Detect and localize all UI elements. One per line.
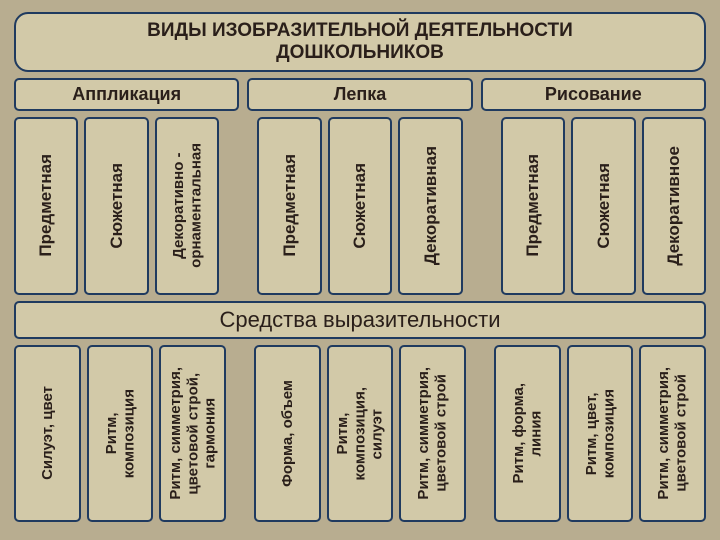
category-row: Аппликация Лепка Рисование [14,78,706,111]
subtype-label: Предметная [36,154,56,257]
subtype-label: Декоративная [421,146,441,265]
means-label: Ритм, композиция, силуэт [334,387,386,480]
subtype-label: Предметная [523,154,543,257]
means-lepka-3: Ритм, симметрия, цветовой строй [399,345,466,523]
means-label: Ритм, симметрия, цветовой строй [415,367,450,500]
subtype-label: Сюжетная [350,163,370,249]
group-gap [232,345,248,523]
means-ris-3: Ритм, симметрия, цветовой строй [639,345,706,523]
means-lepka-2: Ритм, композиция, силуэт [327,345,394,523]
means-label: Ритм, форма, линия [510,383,545,483]
means-lepka-1: Форма, объем [254,345,321,523]
subtype-label: Сюжетная [594,163,614,249]
subtype-ris-1: Предметная [501,117,565,295]
subtypes-row: Предметная Сюжетная Декоративно - орнаме… [14,117,706,295]
means-label: Форма, объем [279,380,296,487]
means-app-3: Ритм, симметрия, цветовой строй, гармони… [159,345,226,523]
subtype-lepka-2: Сюжетная [328,117,392,295]
means-label: Силуэт, цвет [39,386,56,480]
means-label: Ритм, симметрия, цветовой строй [655,367,690,500]
subtype-label: Декоративное [664,146,684,266]
subtype-app-3: Декоративно - орнаментальная [155,117,219,295]
means-label: Ритм, симметрия, цветовой строй, гармони… [167,367,219,500]
page-title: ВИДЫ ИЗОБРАЗИТЕЛЬНОЙ ДЕЯТЕЛЬНОСТИ ДОШКОЛ… [14,12,706,72]
means-label: Ритм, композиция [103,389,138,478]
means-label: Ритм, цвет, композиция [583,389,618,478]
means-row: Силуэт, цвет Ритм, композиция Ритм, симм… [14,345,706,523]
group-gap [225,117,251,295]
subtype-lepka-1: Предметная [257,117,321,295]
subtype-app-1: Предметная [14,117,78,295]
category-ris: Рисование [481,78,706,111]
means-app-1: Силуэт, цвет [14,345,81,523]
category-app: Аппликация [14,78,239,111]
subtype-label: Декоративно - орнаментальная [170,143,205,268]
subtype-app-2: Сюжетная [84,117,148,295]
subtype-lepka-3: Декоративная [398,117,462,295]
means-app-2: Ритм, композиция [87,345,154,523]
group-gap [469,117,495,295]
subtype-label: Сюжетная [107,163,127,249]
category-lepka: Лепка [247,78,472,111]
means-title: Средства выразительности [14,301,706,339]
subtype-ris-2: Сюжетная [571,117,635,295]
means-ris-1: Ритм, форма, линия [494,345,561,523]
means-ris-2: Ритм, цвет, композиция [567,345,634,523]
group-gap [472,345,488,523]
subtype-ris-3: Декоративное [642,117,706,295]
subtype-label: Предметная [280,154,300,257]
